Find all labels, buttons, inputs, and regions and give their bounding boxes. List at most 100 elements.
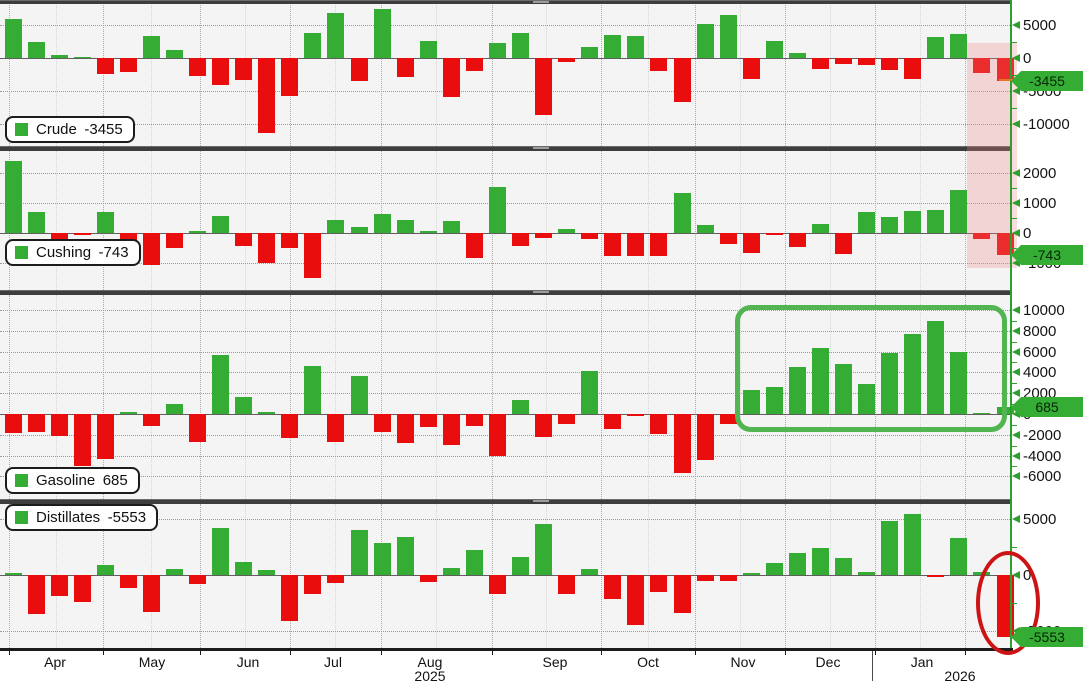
- month-gridline: [290, 295, 291, 499]
- bar-crude: [28, 42, 45, 58]
- month-label: Dec: [815, 654, 841, 670]
- panel-splitter[interactable]: [0, 499, 1010, 504]
- axis-tick-label: 6000: [1023, 344, 1057, 361]
- bar-gasoline: [97, 414, 114, 460]
- bar-crude: [374, 9, 391, 58]
- year-label: 2026: [944, 668, 976, 683]
- bar-crude: [535, 58, 552, 116]
- bar-distillates: [235, 561, 252, 575]
- midmonth-gridline: [648, 151, 649, 290]
- axis-tick-arrow: [1012, 368, 1020, 376]
- month-gridline: [601, 295, 602, 499]
- zero-gridline: [0, 233, 1010, 234]
- bar-cushing: [5, 161, 22, 233]
- bar-distillates: [258, 569, 275, 575]
- bar-crude: [766, 41, 783, 58]
- bar-cushing: [835, 233, 852, 254]
- bar-distillates: [351, 529, 368, 575]
- panel-splitter[interactable]: [0, 0, 1010, 4]
- bar-crude: [581, 47, 598, 58]
- bar-gasoline: [627, 414, 644, 416]
- month-gridline: [200, 295, 201, 499]
- month-tick: [103, 648, 104, 655]
- month-gridline: [381, 504, 382, 648]
- midmonth-gridline: [436, 151, 437, 290]
- green-box-annotation: [735, 305, 1007, 432]
- bar-cushing: [904, 210, 921, 233]
- midmonth-gridline: [436, 3, 437, 146]
- legend-gasoline[interactable]: Gasoline 685: [5, 467, 140, 494]
- last-value-badge-distillates: -5553: [1011, 627, 1083, 647]
- last-value-badge-crude: -3455: [1011, 71, 1083, 91]
- bar-cushing: [997, 233, 1014, 256]
- y-gridline: [0, 519, 1010, 520]
- legend-label: Gasoline 685: [36, 472, 128, 489]
- bar-distillates: [512, 556, 529, 575]
- axis-tick-arrow: [1012, 515, 1020, 523]
- month-gridline: [381, 3, 382, 146]
- bar-distillates: [697, 575, 714, 581]
- month-gridline: [9, 295, 10, 499]
- panel-gasoline: [0, 295, 1014, 499]
- axis-tick-arrow: [1012, 452, 1020, 460]
- month-label: May: [138, 654, 166, 670]
- bar-distillates: [304, 575, 321, 595]
- bar-gasoline: [697, 414, 714, 461]
- bar-distillates: [743, 573, 760, 575]
- legend-crude[interactable]: Crude -3455: [5, 116, 135, 143]
- panel-crude: [0, 3, 1014, 146]
- legend-distillates[interactable]: Distillates -5553: [5, 504, 159, 531]
- bar-crude: [420, 40, 437, 58]
- bar-cushing: [397, 220, 414, 233]
- panel-cushing: [0, 151, 1014, 290]
- axis-tick-label: 8000: [1023, 323, 1057, 340]
- bar-gasoline: [327, 414, 344, 443]
- bar-distillates: [535, 524, 552, 575]
- axis-minor-tick: [1010, 547, 1017, 548]
- axis-tick-arrow: [1012, 327, 1020, 335]
- month-gridline: [875, 151, 876, 290]
- bar-gasoline: [535, 414, 552, 438]
- month-label: Jan: [910, 654, 934, 670]
- bar-crude: [697, 24, 714, 58]
- bar-cushing: [420, 230, 437, 233]
- midmonth-gridline: [648, 3, 649, 146]
- bar-gasoline: [789, 366, 806, 414]
- bar-cushing: [281, 233, 298, 248]
- last-value-badge-gasoline: 685: [1011, 397, 1083, 417]
- bar-cushing: [512, 233, 529, 246]
- axis-tick-label: 1000: [1023, 195, 1057, 212]
- bar-distillates: [327, 575, 344, 584]
- bar-distillates: [558, 575, 575, 595]
- bar-cushing: [166, 233, 183, 248]
- legend-cushing[interactable]: Cushing -743: [5, 239, 141, 266]
- splitter-grip-icon: [533, 1, 549, 3]
- midmonth-gridline: [648, 504, 649, 648]
- axis-minor-tick: [1010, 218, 1017, 219]
- y-gridline: [0, 372, 1010, 373]
- legend-swatch-icon: [15, 474, 28, 487]
- bar-distillates: [581, 568, 598, 575]
- axis-tick-arrow: [1012, 348, 1020, 356]
- month-gridline: [200, 151, 201, 290]
- bar-cushing: [327, 220, 344, 233]
- panel-splitter[interactable]: [0, 290, 1010, 295]
- axis-tick-label: 4000: [1023, 364, 1057, 381]
- bar-cushing: [28, 212, 45, 233]
- panel-splitter[interactable]: [0, 146, 1010, 151]
- axis-tick-label: 0: [1023, 50, 1032, 67]
- legend-label: Cushing -743: [36, 244, 129, 261]
- bar-crude: [604, 35, 621, 58]
- axis-minor-tick: [1010, 75, 1017, 76]
- axis-minor-tick: [1010, 362, 1017, 363]
- midmonth-gridline: [245, 151, 246, 290]
- legend-label: Crude -3455: [36, 121, 123, 138]
- midmonth-gridline: [920, 504, 921, 648]
- axis-tick-label: -4000: [1023, 448, 1062, 465]
- bar-gasoline: [166, 403, 183, 414]
- month-label: Jun: [236, 654, 260, 670]
- bar-cushing: [881, 217, 898, 233]
- bar-gasoline: [420, 414, 437, 428]
- bar-gasoline: [489, 414, 506, 456]
- month-tick: [875, 648, 876, 655]
